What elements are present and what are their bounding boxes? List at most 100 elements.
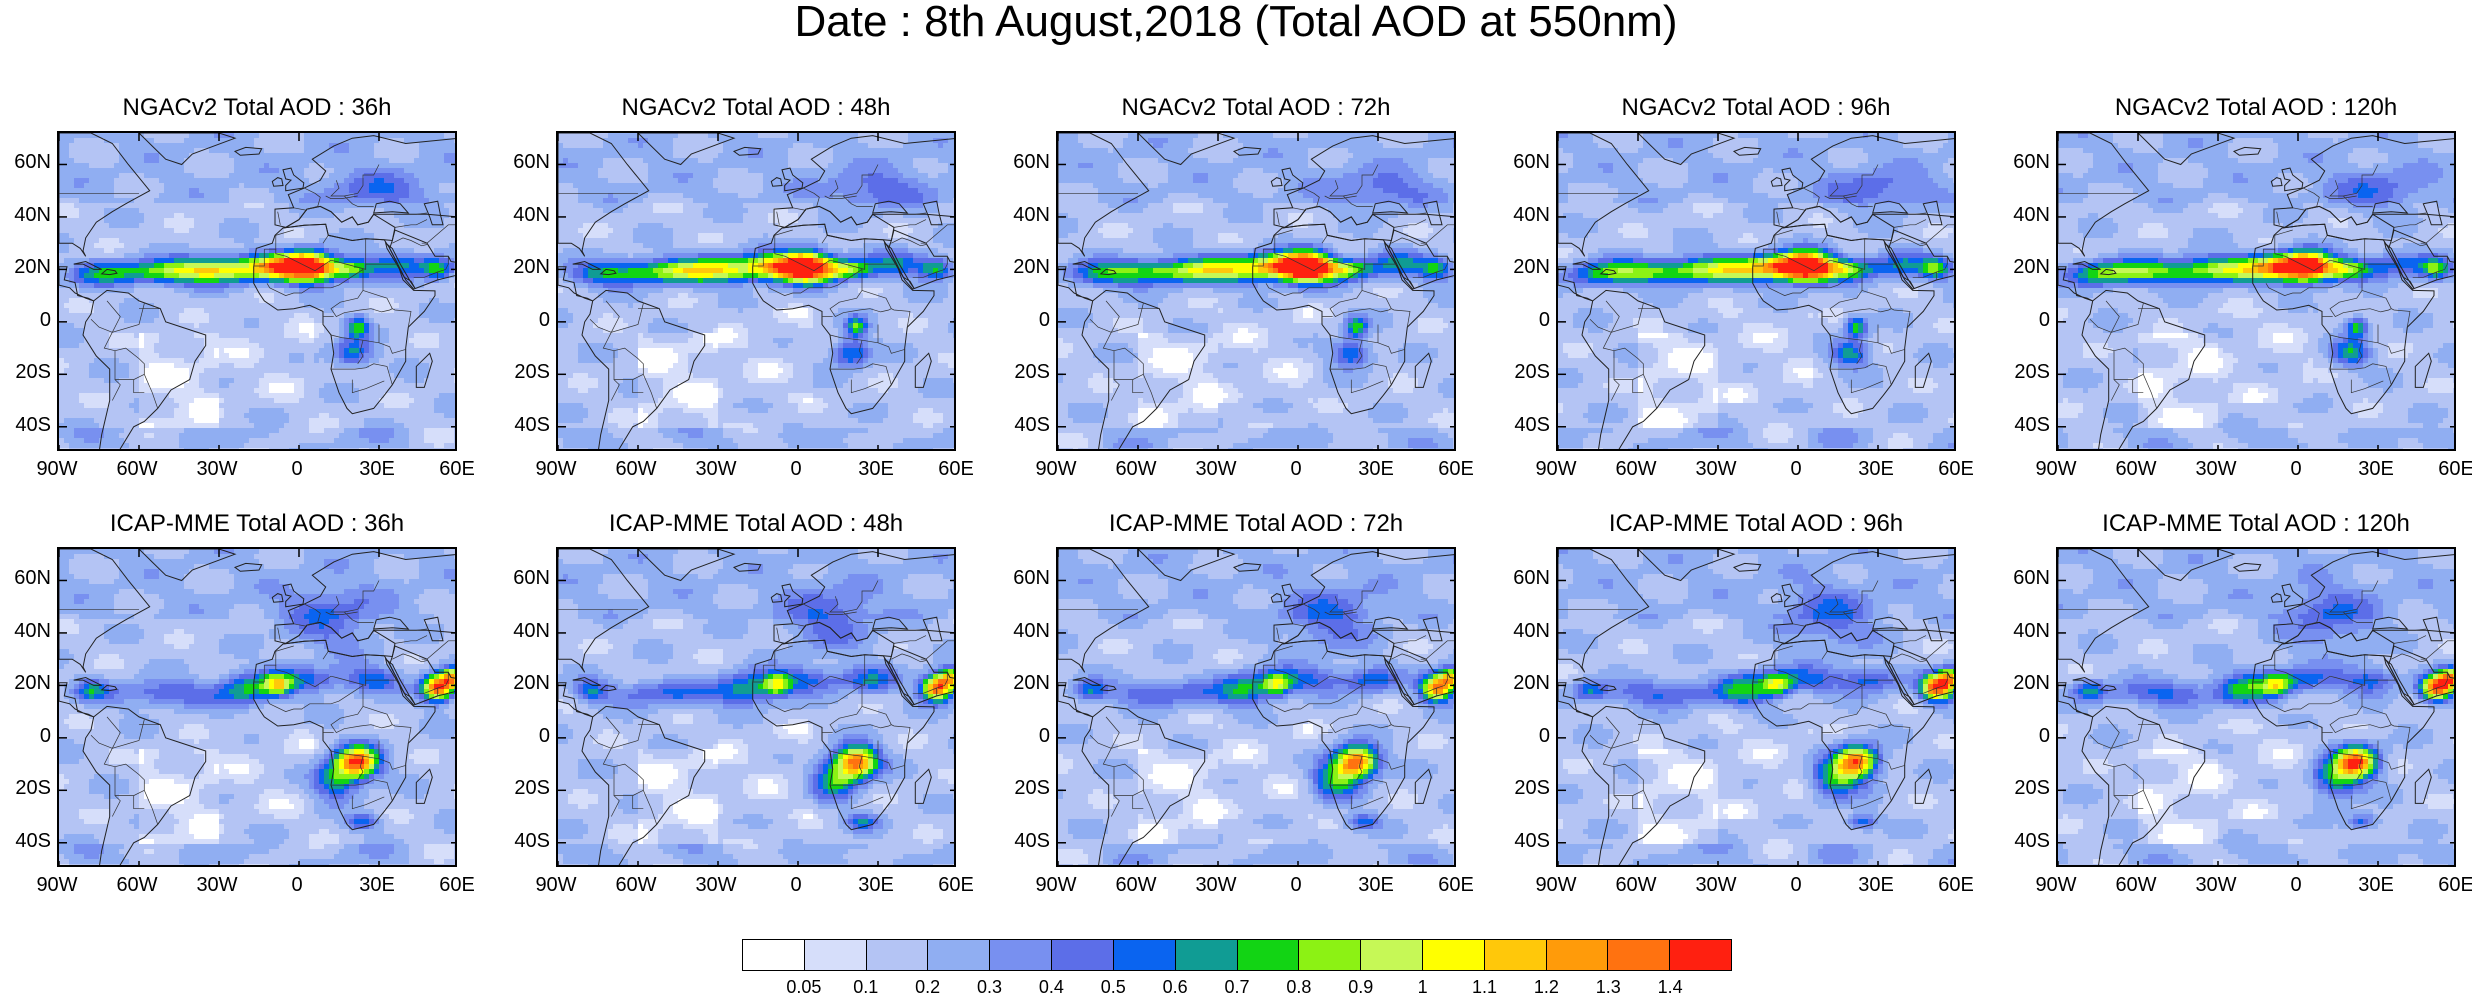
lon-tick-label: 30E xyxy=(1341,875,1411,895)
colorbar-swatch xyxy=(1361,940,1423,970)
lat-tick-label: 20S xyxy=(1500,778,1550,798)
panel-title: NGACv2 Total AOD : 72h xyxy=(1016,96,1496,120)
colorbar-swatch xyxy=(990,940,1052,970)
lat-tick-label: 0 xyxy=(500,726,550,746)
lon-tick-label: 30W xyxy=(1181,459,1251,479)
colorbar-swatch xyxy=(867,940,929,970)
panel-title: ICAP-MME Total AOD : 36h xyxy=(17,512,497,536)
lat-tick-label: 0 xyxy=(1500,726,1550,746)
figure-title: Date : 8th August,2018 (Total AOD at 550… xyxy=(0,0,2472,44)
lat-tick-label: 0 xyxy=(1000,310,1050,330)
lon-tick-label: 30E xyxy=(1841,459,1911,479)
lat-tick-label: 60N xyxy=(1500,568,1550,588)
lat-tick-label: 40S xyxy=(1500,831,1550,851)
lon-tick-label: 60W xyxy=(1601,459,1671,479)
lon-tick-label: 30W xyxy=(1181,875,1251,895)
lat-tick-label: 0 xyxy=(1,310,51,330)
lat-tick-label: 60N xyxy=(1000,568,1050,588)
aod-map xyxy=(59,549,457,867)
lon-tick-label: 60E xyxy=(1921,459,1991,479)
lat-tick-label: 0 xyxy=(1000,726,1050,746)
lat-tick-label: 40N xyxy=(1,621,51,641)
lon-tick-label: 60W xyxy=(601,459,671,479)
map-panel xyxy=(1056,547,1456,867)
lat-tick-label: 40N xyxy=(1500,205,1550,225)
lon-tick-label: 60E xyxy=(1921,875,1991,895)
lat-tick-label: 60N xyxy=(1500,152,1550,172)
lat-tick-label: 40N xyxy=(2000,205,2050,225)
panel-title: ICAP-MME Total AOD : 120h xyxy=(2016,512,2472,536)
lat-tick-label: 60N xyxy=(1,568,51,588)
colorbar-swatch xyxy=(743,940,805,970)
lon-tick-label: 30E xyxy=(1341,459,1411,479)
lon-tick-label: 60E xyxy=(1421,875,1491,895)
lat-tick-label: 0 xyxy=(2000,726,2050,746)
lat-tick-label: 20N xyxy=(1000,673,1050,693)
lat-tick-label: 40S xyxy=(1000,415,1050,435)
lat-tick-label: 40N xyxy=(1,205,51,225)
lat-tick-label: 20N xyxy=(2000,673,2050,693)
colorbar-label: 0.8 xyxy=(1269,978,1329,996)
colorbar-label: 0.9 xyxy=(1331,978,1391,996)
lat-tick-label: 20N xyxy=(500,673,550,693)
lon-tick-label: 90W xyxy=(22,875,92,895)
lat-tick-label: 40S xyxy=(2000,831,2050,851)
lon-tick-label: 0 xyxy=(1261,875,1331,895)
lon-tick-label: 60E xyxy=(1421,459,1491,479)
map-panel xyxy=(556,547,956,867)
colorbar-label: 1.4 xyxy=(1640,978,1700,996)
lon-tick-label: 30E xyxy=(2341,875,2411,895)
lon-tick-label: 60W xyxy=(1101,459,1171,479)
lon-tick-label: 0 xyxy=(1761,459,1831,479)
lon-tick-label: 90W xyxy=(1521,875,1591,895)
lat-tick-label: 40N xyxy=(1500,621,1550,641)
map-panel xyxy=(556,131,956,451)
lat-tick-label: 60N xyxy=(500,568,550,588)
lon-tick-label: 60E xyxy=(2421,875,2472,895)
panel-title: NGACv2 Total AOD : 120h xyxy=(2016,96,2472,120)
lon-tick-label: 0 xyxy=(761,875,831,895)
colorbar-label: 1.1 xyxy=(1455,978,1515,996)
colorbar-label: 0.4 xyxy=(1021,978,1081,996)
lat-tick-label: 60N xyxy=(1,152,51,172)
lon-tick-label: 90W xyxy=(521,875,591,895)
lon-tick-label: 0 xyxy=(1261,459,1331,479)
map-panel xyxy=(57,131,457,451)
lon-tick-label: 30W xyxy=(681,459,751,479)
lat-tick-label: 0 xyxy=(2000,310,2050,330)
lon-tick-label: 30W xyxy=(681,875,751,895)
lon-tick-label: 60E xyxy=(2421,459,2472,479)
panel-title: NGACv2 Total AOD : 36h xyxy=(17,96,497,120)
aod-map xyxy=(59,133,457,451)
colorbar-swatch xyxy=(1547,940,1609,970)
lat-tick-label: 40N xyxy=(1000,205,1050,225)
colorbar-label: 0.2 xyxy=(898,978,958,996)
aod-map xyxy=(2058,133,2456,451)
lon-tick-label: 0 xyxy=(262,459,332,479)
lon-tick-label: 30W xyxy=(2181,875,2251,895)
aod-map xyxy=(1058,133,1456,451)
lon-tick-label: 60W xyxy=(1601,875,1671,895)
colorbar-label: 0.6 xyxy=(1145,978,1205,996)
colorbar-swatch xyxy=(1052,940,1114,970)
aod-map xyxy=(1558,549,1956,867)
lon-tick-label: 30E xyxy=(1841,875,1911,895)
lat-tick-label: 20N xyxy=(1,673,51,693)
lon-tick-label: 0 xyxy=(1761,875,1831,895)
lat-tick-label: 40S xyxy=(1500,415,1550,435)
lon-tick-label: 60W xyxy=(2101,459,2171,479)
colorbar-label: 0.7 xyxy=(1207,978,1267,996)
map-panel xyxy=(2056,547,2456,867)
lat-tick-label: 0 xyxy=(500,310,550,330)
map-panel xyxy=(57,547,457,867)
lat-tick-label: 60N xyxy=(2000,152,2050,172)
colorbar-swatch xyxy=(1238,940,1300,970)
aod-map xyxy=(1058,549,1456,867)
lon-tick-label: 60E xyxy=(422,875,492,895)
colorbar-label: 0.1 xyxy=(836,978,896,996)
lon-tick-label: 90W xyxy=(1021,459,1091,479)
map-panel xyxy=(1056,131,1456,451)
lon-tick-label: 90W xyxy=(1021,875,1091,895)
lon-tick-label: 30W xyxy=(1681,875,1751,895)
colorbar-label: 1 xyxy=(1393,978,1453,996)
